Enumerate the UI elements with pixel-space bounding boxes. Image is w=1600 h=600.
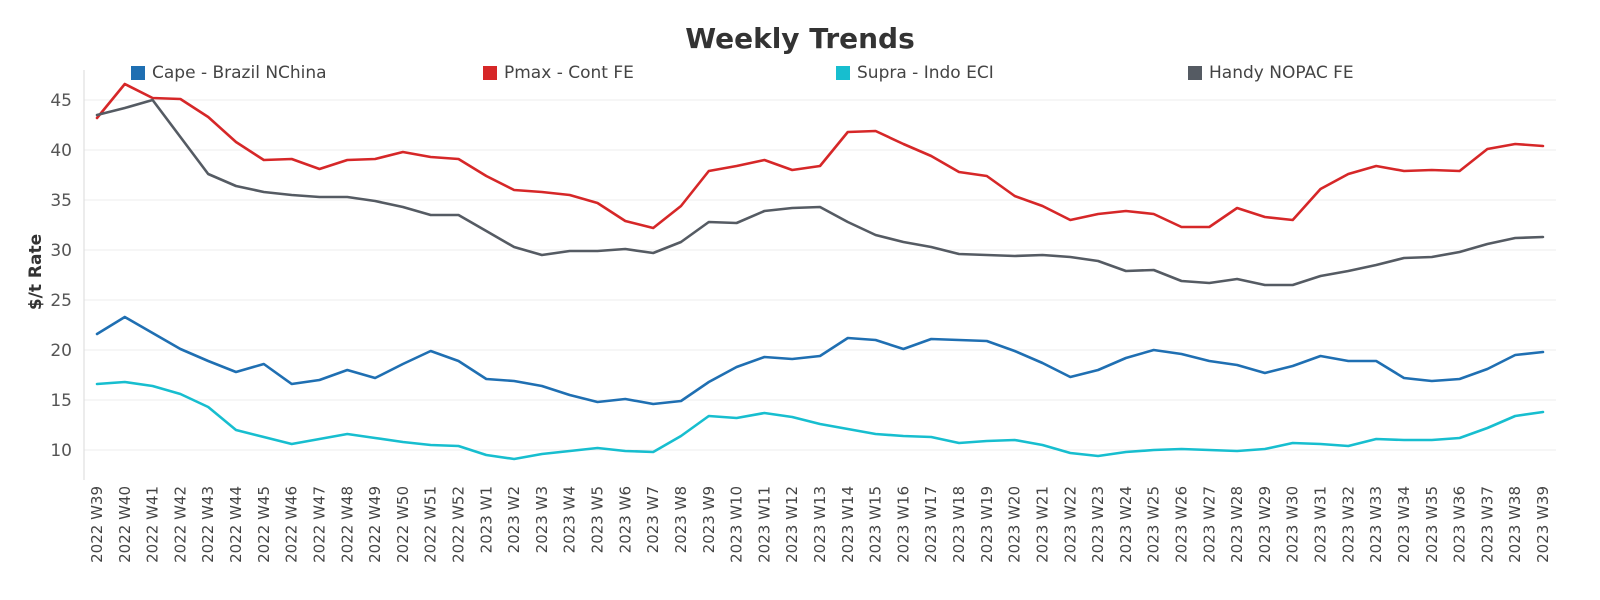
x-tick-label: 2022 W39 [88, 486, 106, 563]
x-tick-label: 2023 W35 [1423, 486, 1441, 563]
y-tick: 10 [50, 441, 72, 461]
y-axis: 10 15 20 25 30 35 40 45 [50, 70, 85, 480]
legend-item-handy[interactable]: Handy NOPAC FE [1188, 63, 1354, 83]
x-tick-label: 2022 W42 [171, 486, 189, 563]
x-tick-label: 2023 W21 [1033, 486, 1051, 563]
y-tick: 40 [50, 141, 72, 161]
legend-item-pmax[interactable]: Pmax - Cont FE [483, 63, 634, 83]
x-tick-label: 2023 W24 [1117, 486, 1135, 563]
x-tick-label: 2023 W32 [1339, 486, 1357, 563]
y-tick-label: 10 [50, 441, 72, 461]
y-axis-label: $/t Rate [26, 234, 46, 310]
y-tick: 25 [50, 291, 72, 311]
x-axis: 2022 W39 2022 W40 2022 W41 2022 W42 2022 W43… [88, 486, 1552, 563]
x-tick-label: 2023 W9 [700, 486, 718, 553]
x-tick-label: 2023 W26 [1173, 486, 1191, 563]
x-tick-label: 2022 W43 [199, 486, 217, 563]
y-tick-label: 25 [50, 291, 72, 311]
x-tick-label: 2023 W11 [755, 486, 773, 563]
legend-label-handy: Handy NOPAC FE [1209, 63, 1354, 83]
x-tick-label: 2023 W34 [1395, 486, 1413, 563]
x-tick-label: 2023 W15 [867, 486, 885, 563]
x-tick-label: 2023 W23 [1089, 486, 1107, 563]
x-tick-label: 2023 W10 [728, 486, 746, 563]
x-tick-label: 2023 W37 [1478, 486, 1496, 563]
x-tick-label: 2023 W20 [1006, 486, 1024, 563]
x-tick-label: 2023 W12 [783, 486, 801, 563]
x-tick-label: 2023 W22 [1061, 486, 1079, 563]
series-line-pmax-cont-fe[interactable] [95, 82, 1545, 230]
x-tick-label: 2023 W5 [589, 486, 607, 553]
legend-swatch-handy [1188, 66, 1202, 80]
x-tick-label: 2023 W4 [561, 486, 579, 553]
legend-swatch-cape [131, 66, 145, 80]
y-tick: 45 [50, 91, 72, 111]
series-lines [95, 82, 1545, 461]
series-line-cape-brazil-nchina[interactable] [95, 315, 1545, 406]
x-tick-label: 2022 W52 [450, 486, 468, 563]
x-tick-label: 2022 W50 [394, 486, 412, 563]
x-tick-label: 2023 W16 [894, 486, 912, 563]
x-tick-label: 2023 W19 [978, 486, 996, 563]
x-tick-label: 2023 W17 [922, 486, 940, 563]
y-tick: 15 [50, 391, 72, 411]
gridlines [84, 99, 1556, 451]
legend-label-supra: Supra - Indo ECI [857, 63, 994, 83]
x-tick-label: 2023 W28 [1228, 486, 1246, 563]
x-tick-label: 2022 W51 [422, 486, 440, 563]
legend-item-cape[interactable]: Cape - Brazil NChina [131, 63, 327, 83]
legend-item-supra[interactable]: Supra - Indo ECI [836, 63, 994, 83]
x-tick-label: 2022 W46 [283, 486, 301, 563]
x-tick-label: 2023 W31 [1312, 486, 1330, 563]
y-tick-label: 30 [50, 241, 72, 261]
legend-swatch-supra [836, 66, 850, 80]
y-tick: 20 [50, 341, 72, 361]
legend-label-pmax: Pmax - Cont FE [504, 63, 634, 83]
x-tick-label: 2022 W44 [227, 486, 245, 563]
y-tick-label: 45 [50, 91, 72, 111]
y-tick: 30 [50, 241, 72, 261]
x-tick-label: 2023 W18 [950, 486, 968, 563]
chart-title: Weekly Trends [685, 22, 915, 55]
x-tick-label: 2023 W6 [616, 486, 634, 553]
x-tick-label: 2023 W2 [505, 486, 523, 553]
x-tick-label: 2023 W13 [811, 486, 829, 563]
legend-swatch-pmax [483, 66, 497, 80]
x-tick-label: 2023 W1 [477, 486, 495, 553]
x-tick-label: 2022 W41 [144, 486, 162, 563]
x-tick-label: 2023 W8 [672, 486, 690, 553]
x-tick-label: 2023 W14 [839, 486, 857, 563]
x-tick-label: 2022 W45 [255, 486, 273, 563]
y-tick-label: 40 [50, 141, 72, 161]
x-tick-label: 2023 W39 [1534, 486, 1552, 563]
x-tick-label: 2022 W49 [366, 486, 384, 563]
y-tick-label: 20 [50, 341, 72, 361]
x-tick-label: 2023 W36 [1451, 486, 1469, 563]
y-tick: 35 [50, 191, 72, 211]
x-tick-label: 2022 W40 [116, 486, 134, 563]
x-tick-label: 2023 W27 [1200, 486, 1218, 563]
x-tick-label: 2023 W38 [1506, 486, 1524, 563]
x-tick-label: 2022 W47 [310, 486, 328, 563]
series-line-supra-indo-eci[interactable] [95, 380, 1545, 461]
x-tick-label: 2023 W3 [533, 486, 551, 553]
x-tick-label: 2023 W33 [1367, 486, 1385, 563]
x-tick-label: 2022 W48 [338, 486, 356, 563]
x-tick-label: 2023 W30 [1284, 486, 1302, 563]
x-tick-label: 2023 W29 [1256, 486, 1274, 563]
x-tick-label: 2023 W25 [1145, 486, 1163, 563]
legend-label-cape: Cape - Brazil NChina [152, 63, 327, 83]
series-line-handy-nopac-fe[interactable] [95, 98, 1545, 287]
y-tick-label: 35 [50, 191, 72, 211]
y-tick-label: 15 [50, 391, 72, 411]
x-tick-label: 2023 W7 [644, 486, 662, 553]
